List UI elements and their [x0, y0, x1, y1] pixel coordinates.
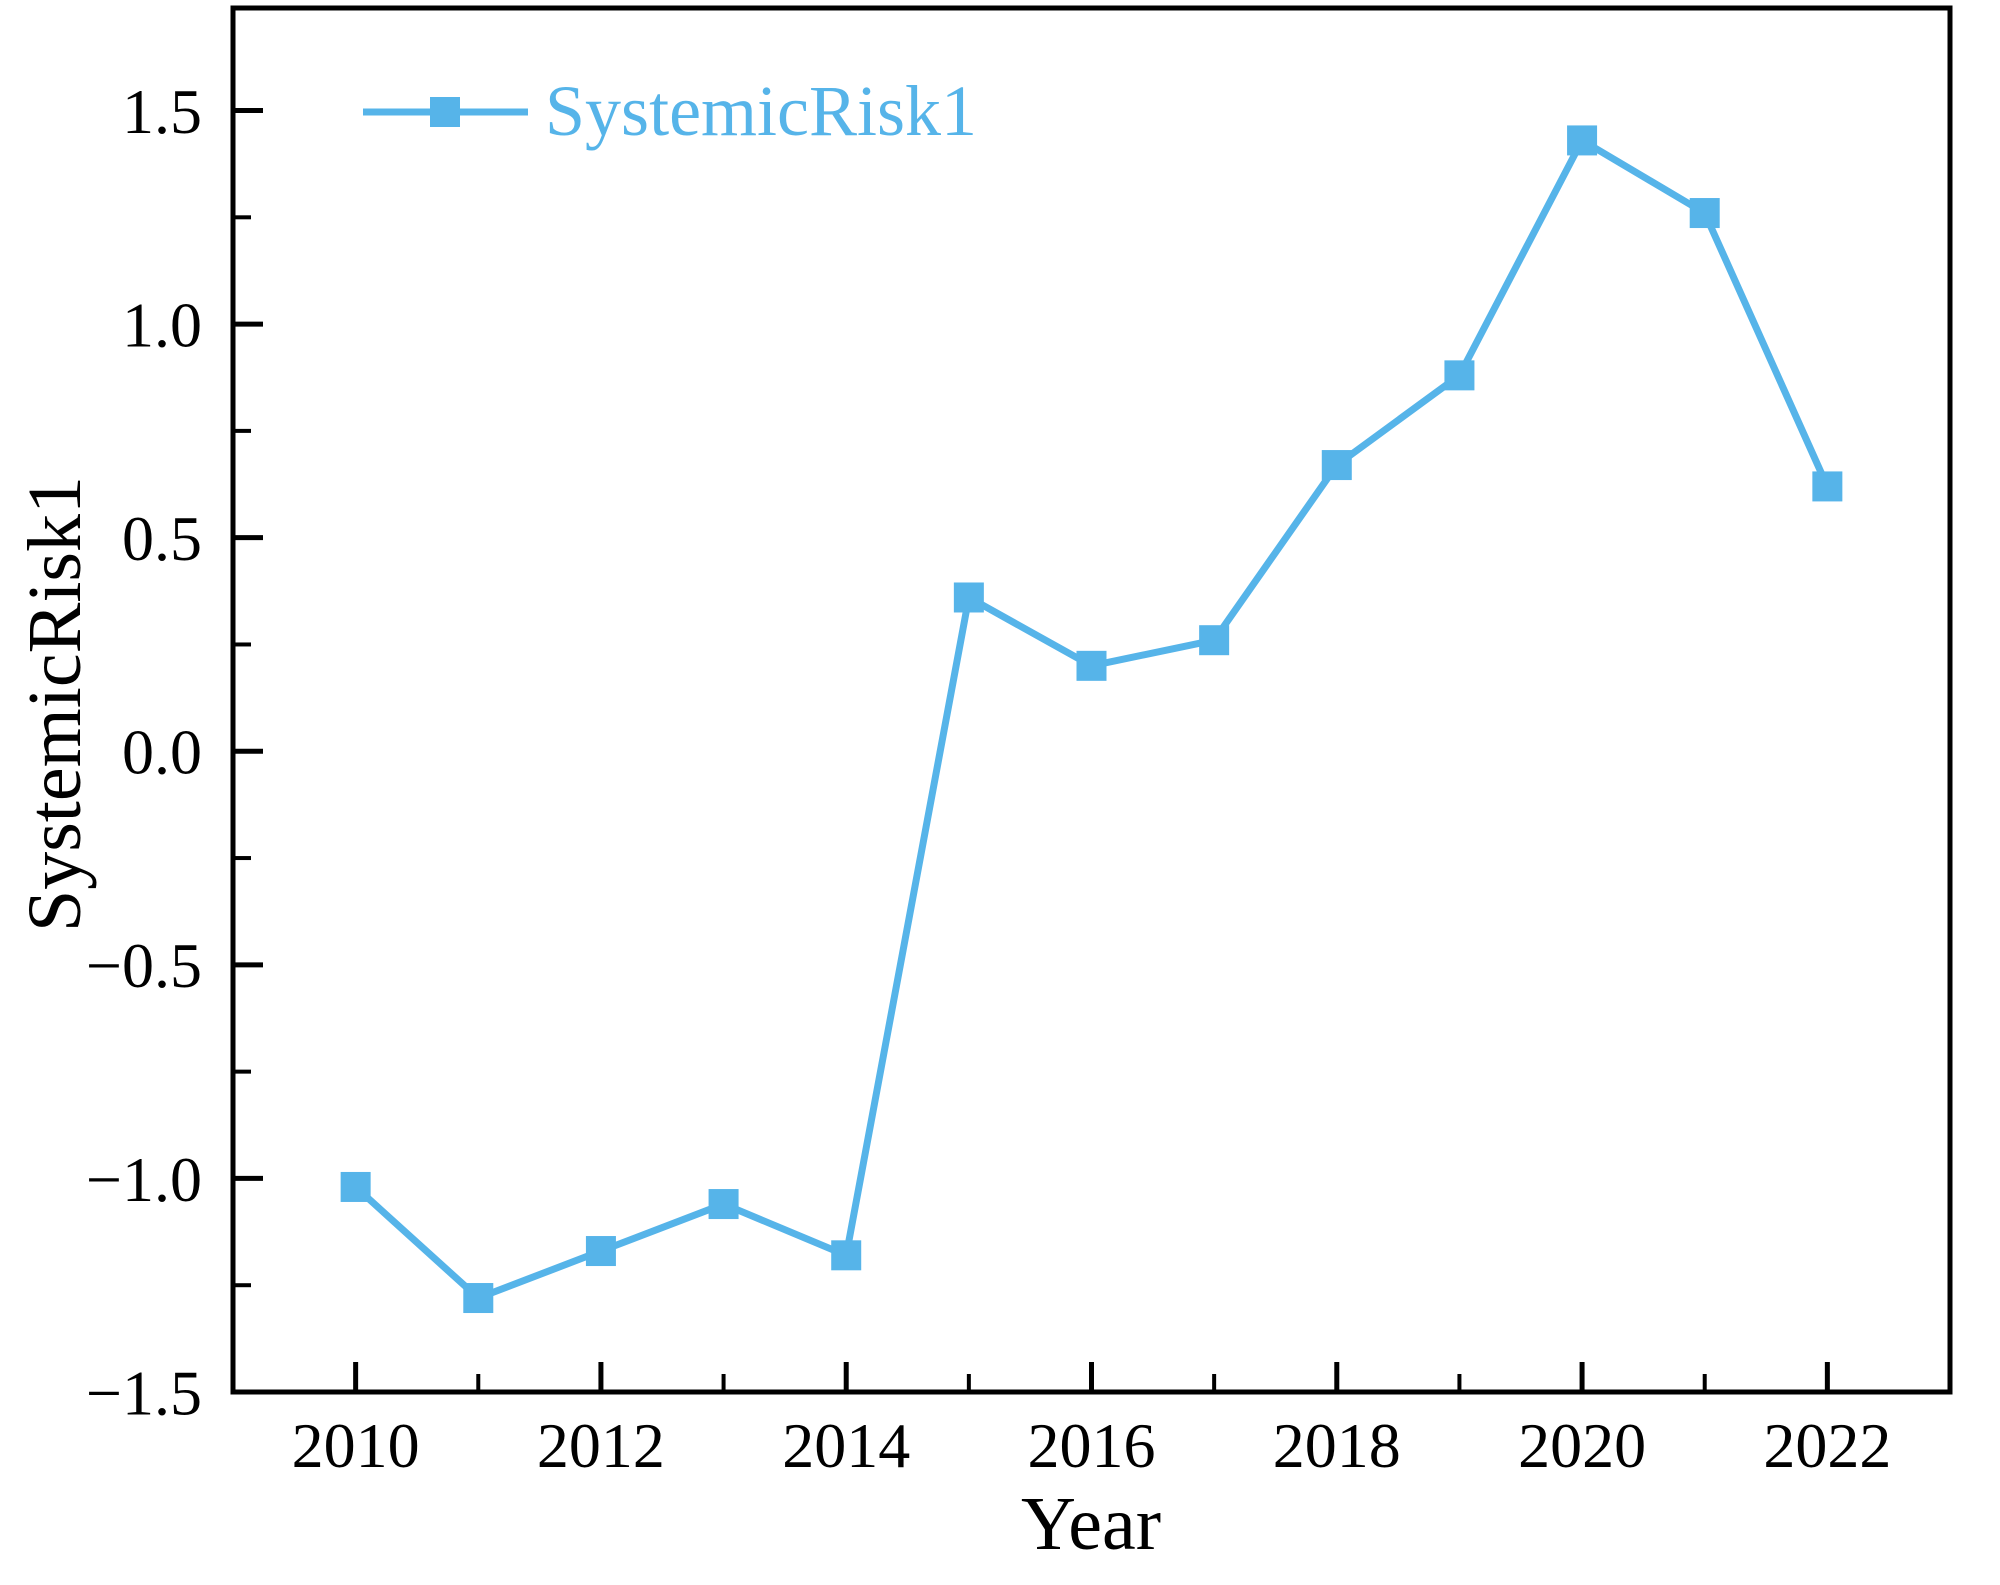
x-tick-label: 2022 [1763, 1410, 1891, 1481]
x-tick-label: 2016 [1028, 1410, 1156, 1481]
x-tick-label: 2020 [1518, 1410, 1646, 1481]
y-tick-label: −0.5 [86, 930, 202, 1001]
data-point-2017 [1199, 625, 1230, 656]
data-point-2010 [340, 1171, 371, 1202]
series-line-systemicrisk1 [353, 135, 1831, 1303]
plot-frame [230, 5, 1953, 1395]
data-point-2022 [1812, 471, 1843, 502]
y-tick-label: −1.5 [86, 1357, 202, 1428]
data-point-2016 [1076, 650, 1107, 681]
x-tick-label: 2018 [1273, 1410, 1401, 1481]
legend-marker-sample [430, 97, 460, 127]
data-point-2018 [1321, 450, 1352, 481]
x-tick-label: 2010 [292, 1410, 420, 1481]
data-point-2013 [708, 1189, 739, 1220]
x-tick-label: 2014 [782, 1410, 910, 1481]
data-point-2014 [831, 1240, 862, 1271]
data-point-2020 [1567, 125, 1598, 156]
data-point-2015 [953, 582, 984, 613]
y-tick-label: 0.0 [122, 717, 202, 788]
data-point-2011 [463, 1283, 494, 1314]
x-tick-label: 2012 [537, 1410, 665, 1481]
y-axis-title: SystemicRisk1 [13, 475, 97, 933]
y-tick-label: 1.5 [122, 76, 202, 147]
y-tick-label: 0.5 [122, 503, 202, 574]
data-point-2021 [1689, 198, 1720, 229]
x-axis-title: Year [1020, 1482, 1162, 1566]
y-tick-label: −1.0 [86, 1144, 202, 1215]
legend-label-systemicrisk1: SystemicRisk1 [545, 71, 978, 151]
data-point-2019 [1444, 360, 1475, 391]
y-tick-label: 1.0 [122, 289, 202, 360]
data-point-2012 [585, 1236, 616, 1267]
